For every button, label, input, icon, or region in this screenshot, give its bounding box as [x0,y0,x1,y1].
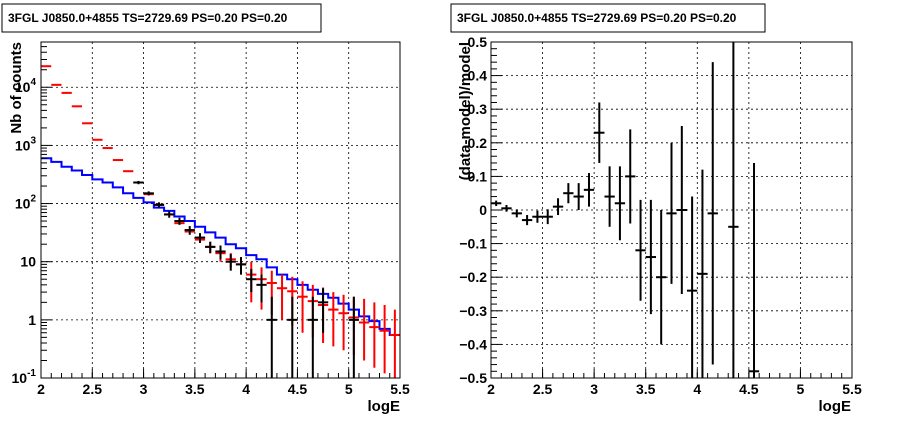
counts-chart-title: 3FGL J0850.0+4855 TS=2729.69 PS=0.20 PS=… [8,11,288,25]
x-tick-label: 5 [345,381,353,397]
x-tick-label: 2.5 [533,381,553,397]
residual-chart-title-box [450,3,766,33]
counts-chart-frame [40,41,401,379]
y-tick-label: 104 [15,77,37,95]
x-tick-label: 4 [242,381,250,397]
x-tick-label: 4 [693,381,701,397]
x-tick-label: 2.5 [83,381,103,397]
y-tick-label: −0.3 [459,303,487,319]
y-tick-label: 0.3 [468,101,488,117]
counts-chart-x-label: logE [368,398,401,415]
counts-chart-x-ticks: 2 2.5 3 3.5 4 4.5 5 5.5 [37,369,410,397]
residual-chart-marks [491,42,760,378]
y-tick-label: 0 [479,202,487,218]
counts-chart-y-label: Nb of counts [8,42,25,134]
residual-chart-grid [491,42,852,378]
residual-chart-x-ticks: 2 2.5 3 3.5 4 4.5 5 5.5 [487,369,862,397]
y-tick-label: 0.4 [468,68,488,84]
x-tick-label: 2 [487,381,495,397]
x-tick-label: 4.5 [288,381,308,397]
x-tick-label: 3 [590,381,598,397]
x-tick-label: 5 [797,381,805,397]
counts-chart-grid [41,42,400,378]
residual-chart-x-label: logE [819,398,852,415]
y-tick-label: 103 [15,135,37,153]
residual-chart-y-ticks: −0.5 −0.4 −0.3 −0.2 −0.1 0 0.1 0.2 0.3 0.4 0.5 [459,34,502,386]
residual-chart-title: 3FGL J0850.0+4855 TS=2729.69 PS=0.20 PS=… [457,11,737,25]
y-tick-label: −0.1 [459,236,487,252]
y-tick-label: 10 [20,254,36,270]
counts-chart-marks [41,65,400,378]
y-tick-label: 1 [28,312,36,328]
y-tick-label: 0.5 [468,34,488,50]
x-tick-label: 3.5 [185,381,205,397]
counts-chart-title-box [1,3,322,33]
residual-chart-y-label: (data-model)/model [457,42,474,180]
x-tick-label: 5.5 [842,381,862,397]
x-tick-label: 4.5 [739,381,759,397]
y-tick-label: 0.2 [468,135,488,151]
y-tick-label: 102 [15,194,37,212]
x-tick-label: 5.5 [390,381,410,397]
y-tick-label: 10-1 [12,368,37,386]
y-tick-label: −0.5 [459,370,487,386]
counts-chart: 3FGL J0850.0+4855 TS=2729.69 PS=0.20 PS=… [1,3,410,415]
x-tick-label: 2 [37,381,45,397]
residual-chart: 3FGL J0850.0+4855 TS=2729.69 PS=0.20 PS=… [450,3,862,415]
model-histogram-line [41,157,400,336]
y-tick-label: −0.2 [459,269,487,285]
x-tick-label: 3 [140,381,148,397]
x-tick-label: 3.5 [636,381,656,397]
y-tick-label: 0.1 [468,168,488,184]
counts-chart-y-ticks: 10-1 1 10 102 103 104 [12,41,52,386]
y-tick-label: −0.4 [459,336,487,352]
